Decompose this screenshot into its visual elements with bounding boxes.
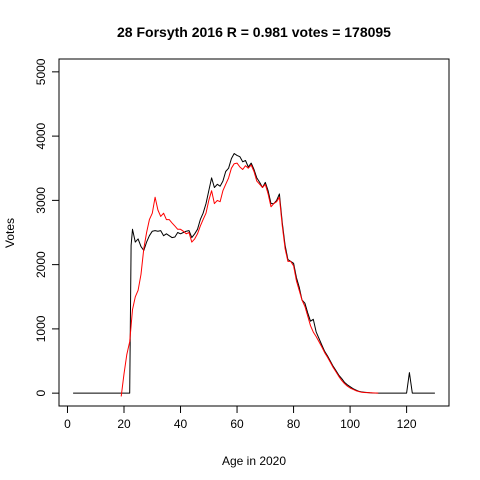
y-tick-label: 0 <box>34 389 48 396</box>
x-tick-label: 60 <box>230 417 244 431</box>
x-tick-label: 40 <box>174 417 188 431</box>
x-axis-label: Age in 2020 <box>222 454 286 468</box>
x-tick-label: 0 <box>64 417 71 431</box>
series-layer <box>73 153 435 397</box>
x-tick-label: 100 <box>340 417 360 431</box>
y-axis-label: Votes <box>3 218 17 248</box>
series-line-1 <box>73 153 435 394</box>
x-tick-label: 120 <box>397 417 417 431</box>
y-tick-label: 2000 <box>34 251 48 278</box>
y-tick-label: 3000 <box>34 187 48 214</box>
x-tick-label: 20 <box>117 417 131 431</box>
series-line-2 <box>120 162 379 397</box>
y-axis: 0 1000 2000 3000 4000 5000 <box>34 58 60 396</box>
plot-frame <box>58 58 450 407</box>
chart-title: 28 Forsyth 2016 R = 0.981 votes = 178095 <box>117 24 391 40</box>
y-tick-label: 5000 <box>34 58 48 85</box>
x-tick-label: 80 <box>287 417 301 431</box>
y-tick-label: 4000 <box>34 122 48 149</box>
x-axis: 0 20 40 60 80 100 120 <box>64 405 417 431</box>
y-tick-label: 1000 <box>34 315 48 342</box>
